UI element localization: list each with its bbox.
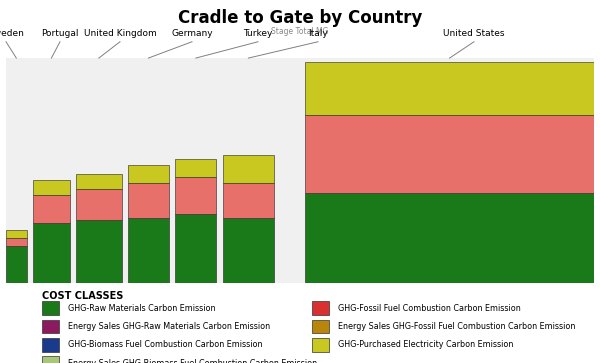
Bar xyxy=(223,218,274,283)
Bar xyxy=(76,174,122,189)
Text: Turkey: Turkey xyxy=(244,29,272,38)
Bar xyxy=(128,218,169,283)
Bar xyxy=(175,176,217,214)
Bar xyxy=(33,180,70,195)
Bar xyxy=(175,214,217,283)
Bar xyxy=(6,231,26,238)
Text: Sweden: Sweden xyxy=(0,29,24,38)
Bar xyxy=(42,319,59,333)
Bar xyxy=(76,220,122,283)
Bar xyxy=(42,338,59,351)
Bar xyxy=(312,301,329,315)
Bar xyxy=(33,223,70,283)
Text: Energy Sales GHG-Raw Materials Carbon Emission: Energy Sales GHG-Raw Materials Carbon Em… xyxy=(68,322,270,331)
Bar xyxy=(128,165,169,183)
Bar xyxy=(312,319,329,333)
Bar xyxy=(175,159,217,176)
Text: United Kingdom: United Kingdom xyxy=(83,29,157,38)
Text: United States: United States xyxy=(443,29,505,38)
Text: GHG-Biomass Fuel Combustion Carbon Emission: GHG-Biomass Fuel Combustion Carbon Emiss… xyxy=(68,340,262,349)
Bar xyxy=(305,115,594,193)
Bar xyxy=(312,338,329,351)
Text: Portugal: Portugal xyxy=(41,29,79,38)
Bar xyxy=(6,245,26,283)
Bar xyxy=(305,193,594,283)
Bar xyxy=(42,356,59,363)
Bar xyxy=(76,189,122,220)
Text: Cradle to Gate by Country: Cradle to Gate by Country xyxy=(178,9,422,27)
Text: Germany: Germany xyxy=(171,29,213,38)
Bar xyxy=(305,62,594,115)
Text: Stage Total MG: Stage Total MG xyxy=(271,27,329,36)
Text: GHG-Purchased Electricity Carbon Emission: GHG-Purchased Electricity Carbon Emissio… xyxy=(338,340,513,349)
Text: Energy Sales GHG-Biomass Fuel Combustion Carbon Emission: Energy Sales GHG-Biomass Fuel Combustion… xyxy=(68,359,317,363)
Bar xyxy=(223,183,274,218)
Text: GHG-Raw Materials Carbon Emission: GHG-Raw Materials Carbon Emission xyxy=(68,303,215,313)
Text: Energy Sales GHG-Fossil Fuel Combustion Carbon Emission: Energy Sales GHG-Fossil Fuel Combustion … xyxy=(338,322,575,331)
Bar xyxy=(6,238,26,245)
Text: Italy: Italy xyxy=(308,29,328,38)
Text: GHG-Fossil Fuel Combustion Carbon Emission: GHG-Fossil Fuel Combustion Carbon Emissi… xyxy=(338,303,521,313)
Bar xyxy=(128,183,169,218)
Text: COST CLASSES: COST CLASSES xyxy=(42,290,124,301)
Bar xyxy=(33,195,70,223)
Bar xyxy=(223,155,274,183)
Bar xyxy=(42,301,59,315)
